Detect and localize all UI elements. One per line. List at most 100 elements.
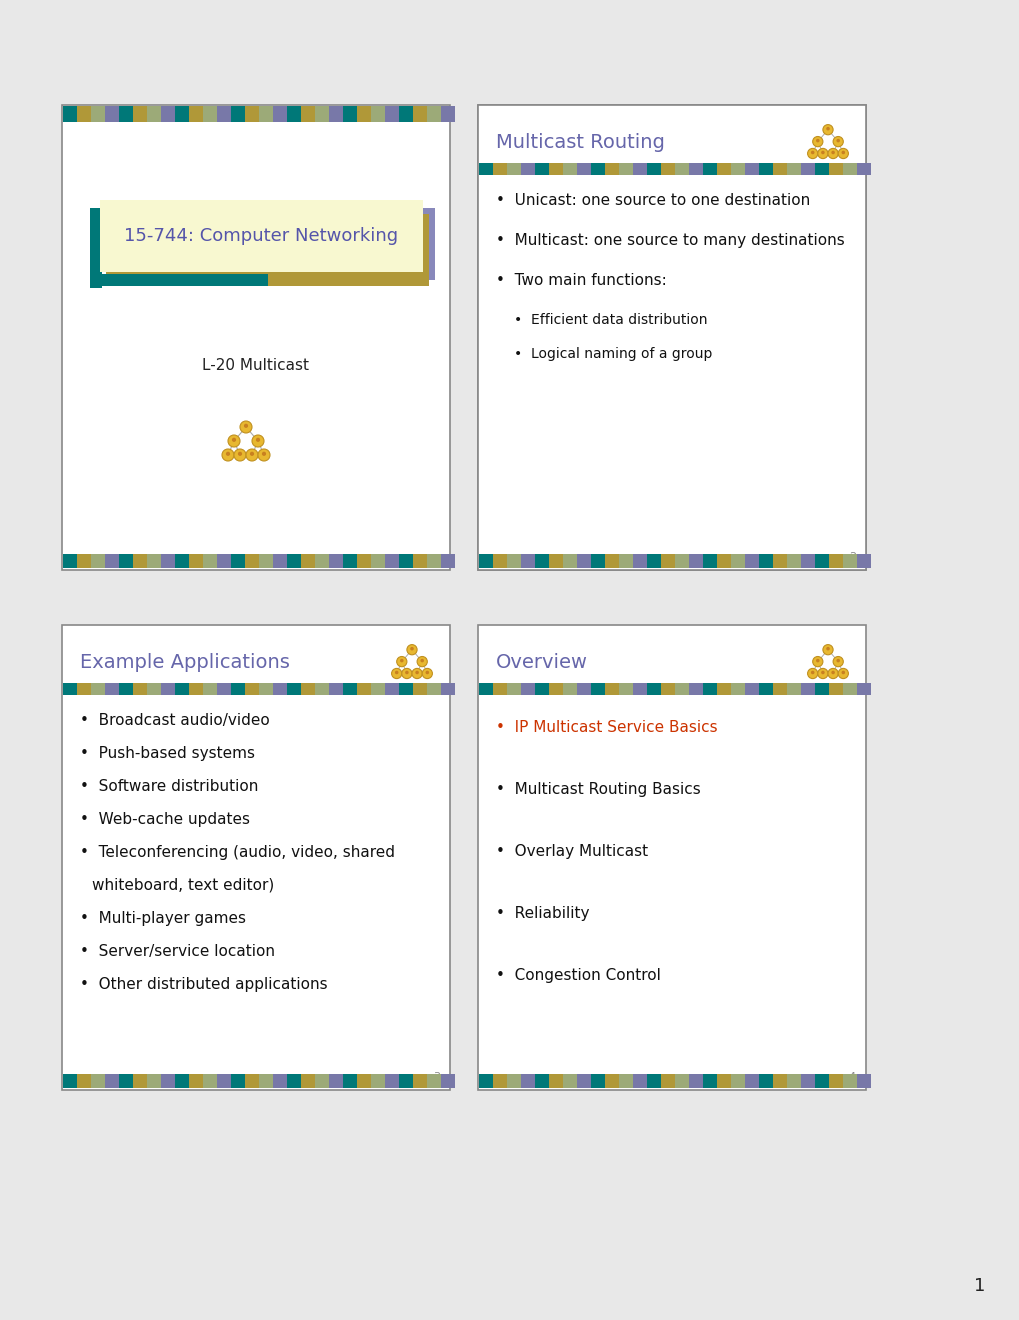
Bar	[660, 162, 675, 176]
Bar	[384, 1074, 398, 1088]
Bar	[273, 1074, 286, 1088]
Bar	[702, 682, 716, 696]
Bar	[245, 682, 259, 696]
Bar	[660, 554, 675, 568]
Bar	[329, 106, 342, 121]
Bar	[217, 682, 230, 696]
Text: •  Unicast: one source to one destination: • Unicast: one source to one destination	[495, 193, 809, 209]
Bar	[413, 106, 427, 121]
Bar	[62, 106, 449, 570]
Bar	[76, 1074, 91, 1088]
Bar	[90, 275, 268, 286]
Circle shape	[394, 671, 398, 675]
Bar	[203, 554, 217, 568]
Bar	[800, 162, 814, 176]
Circle shape	[825, 127, 829, 131]
Bar	[440, 682, 454, 696]
Bar	[427, 106, 440, 121]
Bar	[716, 162, 731, 176]
Bar	[535, 162, 548, 176]
Circle shape	[822, 124, 833, 135]
Text: •  Congestion Control: • Congestion Control	[495, 968, 660, 983]
Bar	[76, 682, 91, 696]
Text: •  Multi-player games: • Multi-player games	[79, 911, 246, 927]
Bar	[548, 1074, 562, 1088]
Bar	[357, 554, 371, 568]
Bar	[702, 1074, 716, 1088]
Bar	[856, 1074, 870, 1088]
Bar	[105, 1074, 119, 1088]
Bar	[828, 1074, 842, 1088]
Bar	[384, 554, 398, 568]
Bar	[217, 1074, 230, 1088]
Bar	[758, 682, 772, 696]
Bar	[413, 682, 427, 696]
Circle shape	[250, 451, 254, 455]
Bar	[357, 106, 371, 121]
Bar	[427, 682, 440, 696]
Bar	[161, 682, 175, 696]
Text: •  Other distributed applications: • Other distributed applications	[79, 977, 327, 993]
Bar	[688, 1074, 702, 1088]
Bar	[506, 1074, 521, 1088]
Bar	[590, 682, 604, 696]
Circle shape	[827, 668, 838, 678]
Bar	[535, 682, 548, 696]
Bar	[842, 554, 856, 568]
Bar	[633, 162, 646, 176]
Text: •  Software distribution: • Software distribution	[79, 779, 258, 795]
Bar	[147, 682, 161, 696]
Circle shape	[399, 659, 404, 663]
Bar	[371, 106, 384, 121]
Bar	[427, 1074, 440, 1088]
Bar	[646, 1074, 660, 1088]
Bar	[301, 682, 315, 696]
Bar	[63, 1074, 76, 1088]
Circle shape	[820, 150, 824, 154]
Bar	[217, 106, 230, 121]
Bar	[562, 682, 577, 696]
Circle shape	[228, 436, 239, 447]
Bar	[384, 682, 398, 696]
Bar	[175, 682, 189, 696]
Bar	[590, 554, 604, 568]
Circle shape	[841, 671, 845, 675]
Circle shape	[252, 436, 264, 447]
Circle shape	[827, 148, 838, 158]
Bar	[492, 162, 506, 176]
Bar	[646, 682, 660, 696]
Bar	[787, 1074, 800, 1088]
Bar	[479, 554, 492, 568]
Bar	[286, 682, 301, 696]
Bar	[112, 209, 434, 280]
Bar	[371, 554, 384, 568]
Bar	[384, 106, 398, 121]
Bar	[175, 1074, 189, 1088]
Bar	[619, 1074, 633, 1088]
Circle shape	[407, 644, 417, 655]
Bar	[675, 682, 688, 696]
Bar	[105, 682, 119, 696]
Circle shape	[833, 136, 843, 147]
Bar	[398, 682, 413, 696]
Circle shape	[836, 139, 840, 143]
Bar	[286, 1074, 301, 1088]
Bar	[91, 1074, 105, 1088]
Circle shape	[817, 148, 827, 158]
Bar	[521, 554, 535, 568]
Bar	[521, 1074, 535, 1088]
Bar	[744, 162, 758, 176]
Bar	[800, 554, 814, 568]
Bar	[787, 682, 800, 696]
Circle shape	[812, 656, 822, 667]
Bar	[132, 682, 147, 696]
Bar	[731, 554, 744, 568]
Bar	[660, 1074, 675, 1088]
Bar	[315, 682, 329, 696]
Bar	[105, 106, 119, 121]
Bar	[731, 682, 744, 696]
Bar	[548, 682, 562, 696]
Bar	[619, 162, 633, 176]
Bar	[535, 554, 548, 568]
Bar	[633, 682, 646, 696]
